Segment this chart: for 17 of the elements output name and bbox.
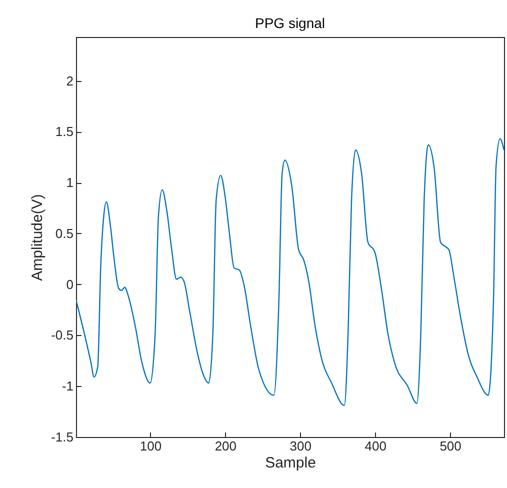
- line-series: [76, 138, 504, 406]
- y-tick-label: 1.5: [55, 124, 74, 140]
- y-tick-label: 0.5: [55, 226, 74, 241]
- x-tick-label: 200: [214, 438, 237, 454]
- x-tick-label: 500: [440, 438, 462, 454]
- y-tick-label: 0: [66, 276, 74, 292]
- y-tick-label: -0.5: [51, 328, 74, 343]
- chart-title: PPG signal: [254, 15, 326, 31]
- y-tick-label: 1: [66, 175, 74, 190]
- x-tick-label: 300: [290, 438, 312, 454]
- y-axis-title: Amplitude(V): [29, 194, 46, 281]
- y-tick-label: -1: [62, 378, 74, 394]
- x-tick-label: 400: [364, 438, 386, 454]
- y-tick-label: 2: [66, 73, 74, 88]
- y-tick-label: -1.5: [51, 430, 74, 444]
- x-axis-title: Sample: [265, 454, 316, 472]
- x-tick-label: 100: [140, 438, 162, 454]
